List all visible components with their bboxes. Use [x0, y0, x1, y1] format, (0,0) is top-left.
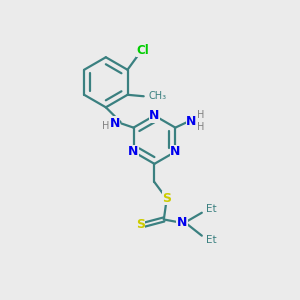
Text: S: S	[162, 192, 171, 205]
Text: H: H	[102, 121, 110, 131]
Text: N: N	[110, 117, 120, 130]
Text: N: N	[149, 109, 160, 122]
Text: N: N	[177, 216, 187, 229]
Text: Et: Et	[206, 204, 217, 214]
Text: N: N	[128, 145, 139, 158]
Text: Cl: Cl	[136, 44, 149, 56]
Text: H: H	[197, 122, 204, 132]
Text: CH₃: CH₃	[148, 91, 166, 101]
Text: N: N	[170, 145, 181, 158]
Text: H: H	[197, 110, 204, 120]
Text: N: N	[186, 115, 197, 128]
Text: Et: Et	[206, 235, 217, 244]
Text: S: S	[136, 218, 145, 231]
